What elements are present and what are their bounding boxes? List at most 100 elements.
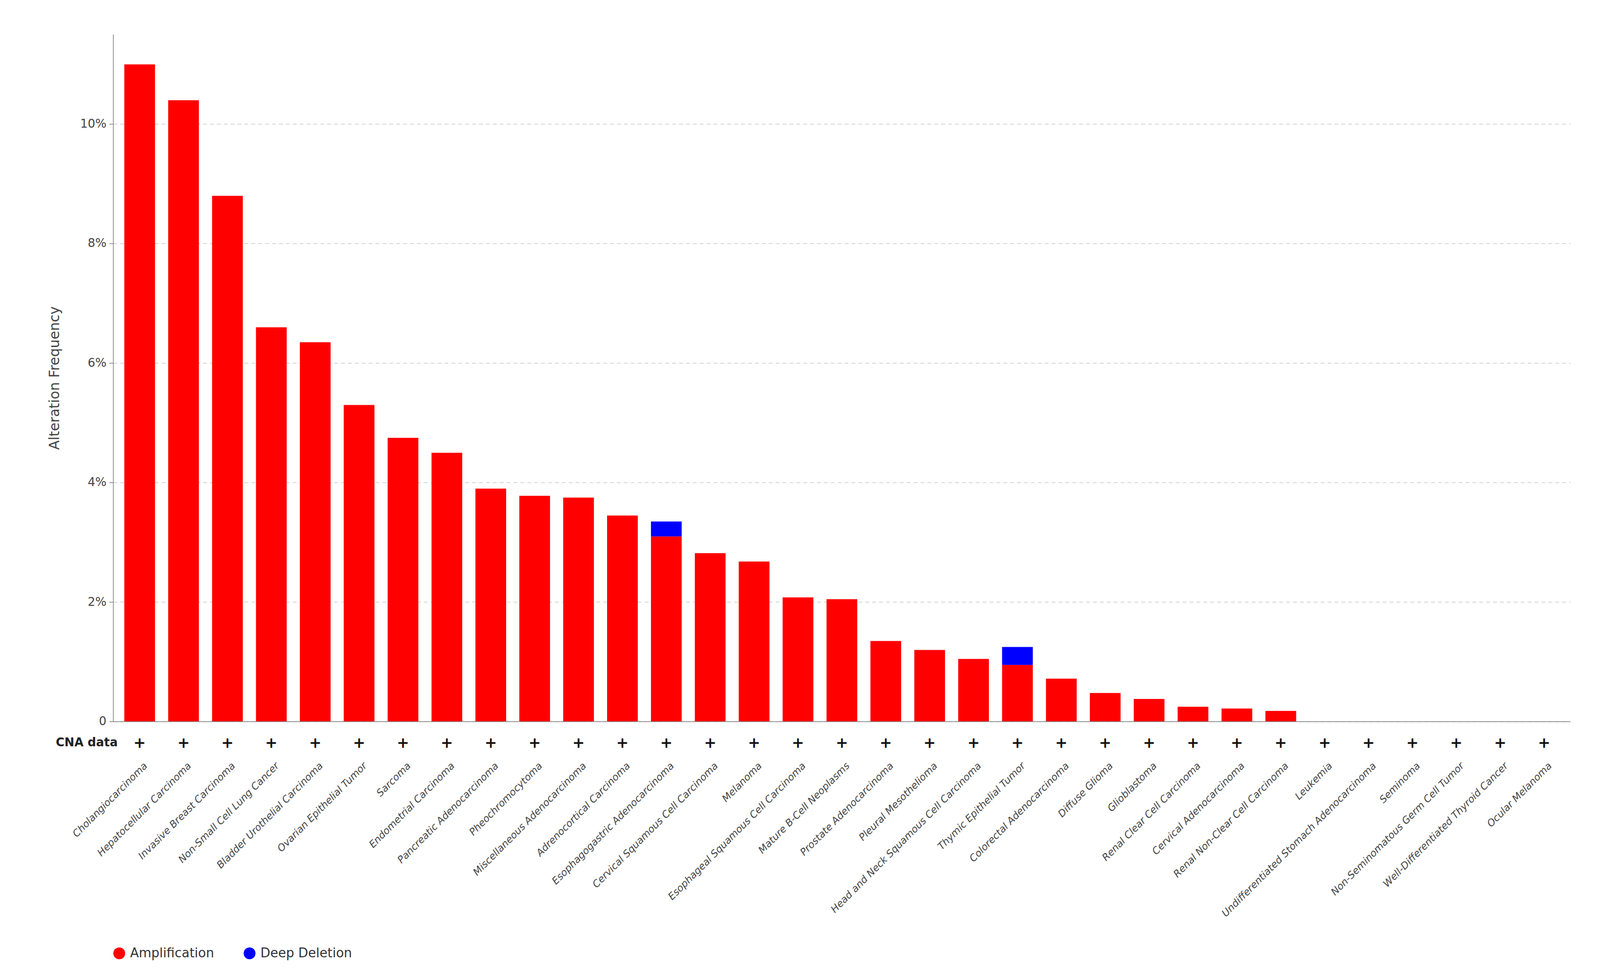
annotations: CNA data++++++++++++++++++++++++++++++++… (55, 733, 1551, 751)
cna-mark: + (923, 733, 936, 751)
cna-mark: + (484, 733, 497, 751)
bar (1046, 678, 1077, 679)
cna-mark: + (1230, 733, 1244, 751)
bar (1265, 710, 1296, 712)
legend-marker (113, 947, 126, 959)
bar (387, 437, 419, 439)
cna-mark: + (1494, 733, 1507, 751)
legend-label: Amplification (130, 945, 214, 960)
bar (124, 64, 155, 65)
bar (1133, 698, 1165, 699)
bar (1133, 698, 1165, 722)
bar (563, 497, 594, 722)
bar (519, 495, 550, 722)
x-tick-label: Cervical Adenocarcinoma (1149, 759, 1248, 857)
bar (782, 596, 814, 598)
bar (914, 649, 945, 650)
bar (343, 405, 375, 722)
bar (694, 552, 726, 554)
cna-mark: + (528, 733, 541, 751)
bar (914, 649, 945, 722)
cna-mark: + (1406, 733, 1419, 751)
cna-mark: + (791, 733, 805, 751)
bar (168, 100, 199, 101)
bar (124, 64, 155, 722)
x-axis-labels: CholangiocarcinomaHepatocellular Carcino… (69, 758, 1555, 920)
y-axis-ticks: 02%4%6%8%10% (80, 116, 114, 728)
legend: Amplification Deep Deletion (113, 945, 352, 960)
x-tick-label: Diffuse Glioma (1055, 759, 1116, 819)
bar (255, 327, 287, 722)
cna-mark: + (1318, 733, 1331, 751)
y-tick-label: 4% (87, 475, 107, 489)
x-tick-label: Endometrial Carcinoma (366, 759, 457, 850)
bar (958, 658, 989, 722)
cna-mark: + (133, 733, 146, 751)
bar (738, 561, 770, 722)
bar (738, 561, 770, 562)
bar (650, 521, 682, 537)
x-tick-label: Seminoma (1376, 759, 1423, 805)
bar (958, 658, 989, 659)
cna-mark: + (616, 733, 629, 751)
x-tick-label: Hepatocellular Carcinoma (94, 759, 194, 858)
x-tick-label: Prostate Adenocarcinoma (797, 759, 896, 858)
bar (255, 326, 287, 328)
cna-mark: + (308, 733, 322, 751)
bar (650, 536, 682, 722)
cna-mark: + (879, 733, 892, 751)
series-bars (650, 521, 1033, 665)
bar (1221, 708, 1253, 709)
bar (826, 598, 857, 600)
bar (1089, 692, 1121, 693)
bar (1221, 708, 1253, 722)
cna-mark: + (967, 733, 980, 751)
y-tick (109, 601, 114, 603)
x-tick-label: Ocular Melanoma (1484, 759, 1555, 829)
x-tick-label: Cholangiocarcinoma (69, 759, 150, 840)
cna-mark: + (704, 733, 717, 751)
x-tick-label: Pheochromocytoma (466, 759, 545, 838)
cna-mark: + (1142, 733, 1156, 751)
cna-mark: + (1011, 733, 1024, 751)
x-tick-label: Leukemia (1292, 759, 1335, 802)
grid-line (113, 481, 1571, 483)
bar (1002, 646, 1033, 665)
grid (113, 124, 1571, 722)
bar (694, 552, 726, 722)
bar (387, 437, 419, 722)
x-tick-label: Head and Neck Squamous Cell Carcinoma (828, 759, 984, 915)
bar (343, 404, 375, 406)
y-tick (109, 243, 114, 245)
bar (431, 452, 463, 453)
cna-mark: + (660, 733, 673, 751)
bar (1002, 664, 1033, 722)
cna-mark: + (1450, 733, 1463, 751)
bar (1177, 706, 1209, 707)
cna-mark: + (835, 733, 849, 751)
x-tick-label: Mature B-Cell Neoplasms (755, 759, 852, 856)
series-bars (124, 64, 1296, 722)
bar (300, 341, 331, 343)
y-tick (109, 481, 114, 483)
bar (607, 514, 638, 516)
y-axis-label: Alteration Frequency (46, 306, 63, 450)
x-axis-line (113, 720, 1571, 722)
legend-label: Deep Deletion (260, 945, 352, 960)
cna-label: CNA data (55, 735, 118, 749)
bar (826, 599, 857, 722)
cna-mark: + (1537, 733, 1551, 751)
cna-mark: + (572, 733, 585, 751)
bar (1089, 692, 1121, 722)
x-tick-label: Melanoma (719, 759, 765, 805)
y-tick (109, 362, 114, 364)
x-tick-label: Adrenocortical Carcinoma (533, 759, 633, 859)
cna-mark: + (1055, 733, 1068, 751)
y-tick-label: 6% (87, 355, 107, 370)
grid-line (113, 243, 1571, 245)
bar (1046, 678, 1077, 722)
legend-marker (243, 947, 256, 959)
cna-mark: + (396, 733, 409, 751)
grid-line (113, 720, 1571, 722)
cna-mark: + (265, 733, 278, 751)
